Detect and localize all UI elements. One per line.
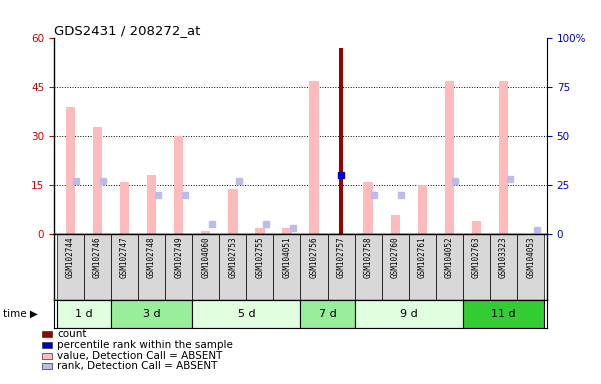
Text: GSM102763: GSM102763 <box>472 236 481 278</box>
Bar <box>499 81 508 234</box>
Bar <box>490 234 517 300</box>
Text: GSM102744: GSM102744 <box>66 236 75 278</box>
Text: GSM102746: GSM102746 <box>93 236 102 278</box>
Text: time ▶: time ▶ <box>3 309 38 319</box>
Bar <box>246 234 273 300</box>
Bar <box>382 234 409 300</box>
Bar <box>201 231 210 234</box>
Text: GSM102761: GSM102761 <box>418 236 427 278</box>
Text: GDS2431 / 208272_at: GDS2431 / 208272_at <box>54 24 201 37</box>
Bar <box>84 234 111 300</box>
Bar <box>340 48 343 234</box>
Bar <box>57 234 84 300</box>
Bar <box>219 234 246 300</box>
Bar <box>192 234 219 300</box>
Text: GSM102758: GSM102758 <box>364 236 373 278</box>
Text: value, Detection Call = ABSENT: value, Detection Call = ABSENT <box>57 351 222 361</box>
Text: GSM104060: GSM104060 <box>201 236 210 278</box>
Bar <box>255 228 264 234</box>
Text: 5 d: 5 d <box>237 309 255 319</box>
Text: 9 d: 9 d <box>400 309 418 319</box>
Text: GSM102748: GSM102748 <box>147 236 156 278</box>
Bar <box>310 81 319 234</box>
Bar <box>328 234 355 300</box>
Text: GSM102753: GSM102753 <box>228 236 237 278</box>
Bar <box>93 127 102 234</box>
Text: GSM102756: GSM102756 <box>310 236 319 278</box>
Bar <box>300 300 355 328</box>
Bar <box>355 300 463 328</box>
Text: GSM102760: GSM102760 <box>391 236 400 278</box>
Bar <box>282 228 291 234</box>
Bar <box>147 175 156 234</box>
Bar <box>364 182 373 234</box>
Text: GSM102757: GSM102757 <box>337 236 346 278</box>
Text: 7 d: 7 d <box>319 309 337 319</box>
Bar <box>273 234 300 300</box>
Text: GSM104051: GSM104051 <box>282 236 291 278</box>
Bar <box>111 300 192 328</box>
Bar <box>418 185 427 234</box>
Bar <box>228 189 237 234</box>
Text: percentile rank within the sample: percentile rank within the sample <box>57 340 233 350</box>
Bar <box>463 300 544 328</box>
Text: rank, Detection Call = ABSENT: rank, Detection Call = ABSENT <box>57 361 218 371</box>
Text: count: count <box>57 329 87 339</box>
Text: GSM103323: GSM103323 <box>499 236 508 278</box>
Bar <box>355 234 382 300</box>
Text: 1 d: 1 d <box>75 309 93 319</box>
Bar <box>120 182 129 234</box>
Text: GSM102747: GSM102747 <box>120 236 129 278</box>
Bar <box>463 234 490 300</box>
Text: GSM102749: GSM102749 <box>174 236 183 278</box>
Bar <box>445 81 454 234</box>
Bar <box>165 234 192 300</box>
Bar <box>192 300 300 328</box>
Bar <box>111 234 138 300</box>
Bar <box>138 234 165 300</box>
Bar <box>300 234 328 300</box>
Text: 11 d: 11 d <box>491 309 516 319</box>
Bar <box>436 234 463 300</box>
Bar <box>472 221 481 234</box>
Bar <box>517 234 544 300</box>
Text: GSM104053: GSM104053 <box>526 236 535 278</box>
Text: GSM104052: GSM104052 <box>445 236 454 278</box>
Text: 3 d: 3 d <box>143 309 160 319</box>
Bar <box>66 107 75 234</box>
Bar <box>409 234 436 300</box>
Bar <box>57 300 111 328</box>
Bar <box>391 215 400 234</box>
Bar <box>174 136 183 234</box>
Text: GSM102755: GSM102755 <box>255 236 264 278</box>
